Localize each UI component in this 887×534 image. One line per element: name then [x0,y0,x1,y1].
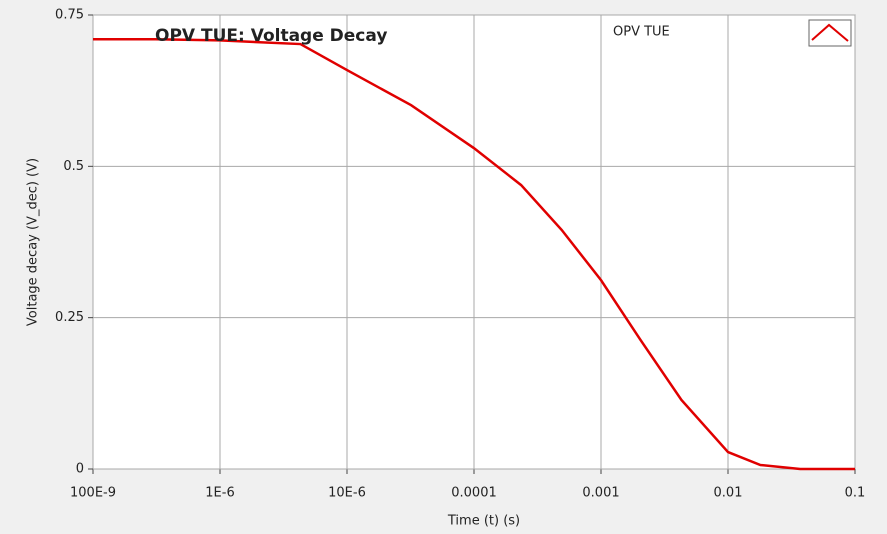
grid [88,14,856,474]
y-axis-label: Voltage decay (V_dec) (V) [26,158,41,326]
legend-box [808,19,852,47]
plot [93,37,855,471]
x-axis-label: Time (t) (s) [447,514,520,529]
x-tick-label: 0.001 [582,486,619,501]
legend-swatch [811,23,849,42]
data-line [93,37,855,471]
x-tick-label: 0.01 [714,486,743,501]
x-tick-label: 100E-9 [70,486,116,501]
chart-title: OPV TUE: Voltage Decay [155,26,387,46]
y-tick-label: 0.75 [55,8,84,23]
x-tick-label: 10E-6 [328,486,366,501]
x-tick-label: 0.1 [845,486,866,501]
x-tick-label: 0.0001 [451,486,497,501]
y-tick-label: 0 [76,462,84,477]
legend-label: OPV TUE [613,25,670,40]
y-tick-label: 0.25 [55,310,84,325]
y-tick-label: 0.5 [63,159,84,174]
legend: OPV TUE [613,19,852,47]
x-tick-label: 1E-6 [205,486,234,501]
